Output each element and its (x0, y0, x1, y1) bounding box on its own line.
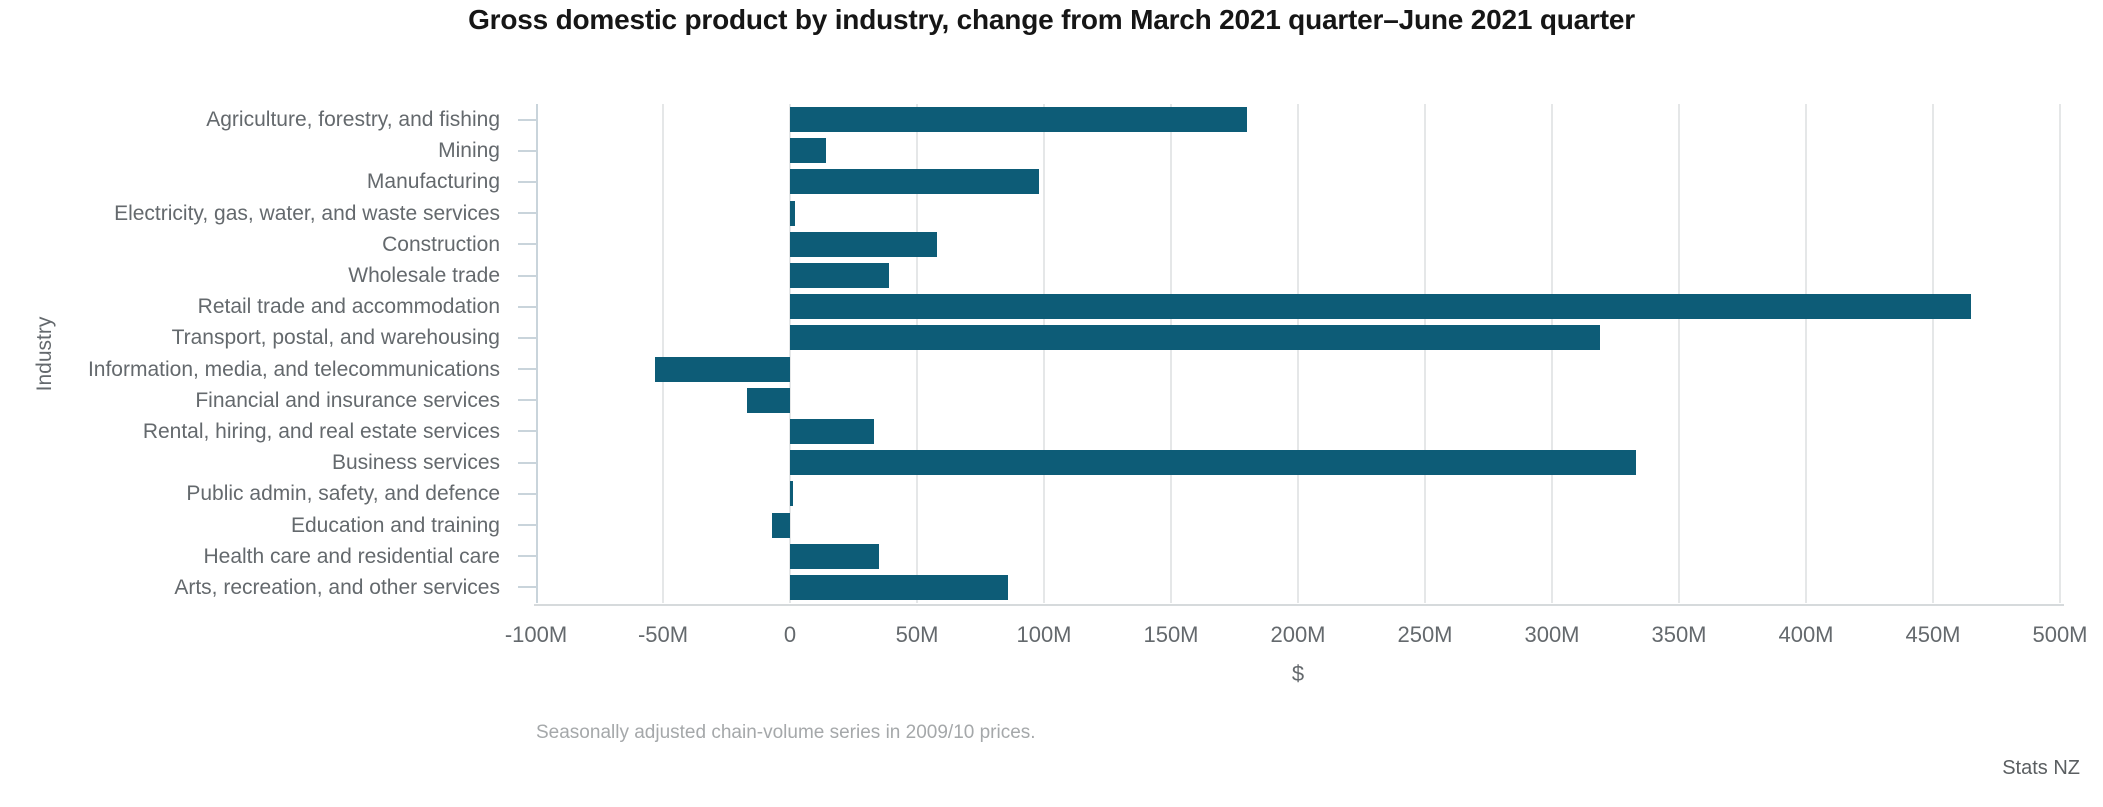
gridline (1678, 104, 1680, 603)
y-tick-mark (518, 399, 536, 402)
x-tick-label: 100M (1016, 622, 1072, 647)
category-label: Wholesale trade (348, 264, 500, 288)
gridline (916, 104, 918, 603)
y-tick-mark (518, 461, 536, 464)
y-tick-mark (518, 368, 536, 371)
footnote: Seasonally adjusted chain-volume series … (536, 722, 1036, 743)
x-tick-label: -100M (504, 622, 568, 647)
gridline (1424, 104, 1426, 603)
bar[interactable] (790, 418, 874, 444)
y-tick-mark (518, 492, 536, 495)
y-tick-mark (518, 149, 536, 152)
category-label: Electricity, gas, water, and waste servi… (114, 201, 500, 225)
category-label: Financial and insurance services (195, 388, 500, 412)
category-label: Manufacturing (366, 170, 500, 194)
category-label: Agriculture, forestry, and fishing (206, 108, 500, 132)
y-tick-mark (518, 274, 536, 277)
x-tick-label: 50M (895, 622, 939, 647)
bar[interactable] (790, 200, 796, 226)
category-label: Information, media, and telecommunicatio… (87, 357, 500, 381)
gridline (2059, 104, 2061, 603)
x-tick-label: 0 (783, 622, 797, 647)
gridline (1932, 104, 1934, 603)
bar[interactable] (790, 543, 879, 569)
y-tick-mark (518, 118, 536, 121)
bar[interactable] (790, 574, 1009, 600)
category-label: Business services (331, 451, 500, 475)
category-label: Retail trade and accommodation (197, 295, 500, 319)
x-tick-label: 400M (1778, 622, 1834, 647)
y-axis-line (536, 104, 538, 603)
x-axis-line (534, 604, 2064, 606)
x-tick-label: 150M (1143, 622, 1199, 647)
gridline (1170, 104, 1172, 603)
gridline (662, 104, 664, 603)
category-label: Health care and residential care (203, 544, 500, 568)
x-tick-label: 350M (1651, 622, 1707, 647)
x-tick-label: -50M (637, 622, 689, 647)
bar[interactable] (772, 512, 790, 538)
category-label: Construction (382, 232, 500, 256)
x-axis-title: $ (1291, 661, 1305, 686)
gridline (1551, 104, 1553, 603)
y-tick-mark (518, 180, 536, 183)
chart-title: Gross domestic product by industry, chan… (468, 4, 1635, 35)
gridline (1297, 104, 1299, 603)
y-tick-mark (518, 243, 536, 246)
x-tick-label: 300M (1524, 622, 1580, 647)
bar[interactable] (790, 263, 890, 289)
gridline (1043, 104, 1045, 603)
plot-area (518, 104, 2061, 603)
bar[interactable] (790, 325, 1601, 351)
bar[interactable] (790, 450, 1636, 476)
x-tick-label: 200M (1270, 622, 1326, 647)
bar[interactable] (790, 294, 1972, 320)
x-axis: -100M -50M 0 50M 100M 150M 200M 250M 300M 350M 400… (505, 622, 2088, 650)
category-label: Education and training (291, 513, 500, 537)
y-tick-mark (518, 586, 536, 589)
x-tick-label: 500M (2032, 622, 2088, 647)
y-tick-mark (518, 524, 536, 527)
bar[interactable] (655, 356, 790, 382)
y-tick-mark (518, 305, 536, 308)
y-tick-mark (518, 336, 536, 339)
y-axis-category-labels: Agriculture, forestry, and fishing Mining… (0, 104, 500, 603)
category-label: Transport, postal, and warehousing (171, 326, 500, 350)
x-tick-label: 250M (1397, 622, 1453, 647)
bar[interactable] (746, 387, 790, 413)
gridline (789, 104, 791, 603)
y-tick-mark (518, 555, 536, 558)
bar[interactable] (790, 481, 793, 507)
category-label: Rental, hiring, and real estate services (142, 419, 500, 443)
y-tick-mark (518, 430, 536, 433)
x-tick-label: 450M (1905, 622, 1961, 647)
bar[interactable] (790, 231, 938, 257)
y-tick-mark (518, 212, 536, 215)
gridline (1805, 104, 1807, 603)
bar[interactable] (790, 169, 1039, 195)
category-label: Mining (438, 139, 500, 163)
bar[interactable] (790, 138, 826, 164)
bar[interactable] (790, 107, 1248, 133)
category-label: Arts, recreation, and other services (174, 575, 500, 599)
source-attribution: Stats NZ (2002, 757, 2080, 779)
category-label: Public admin, safety, and defence (186, 482, 500, 506)
